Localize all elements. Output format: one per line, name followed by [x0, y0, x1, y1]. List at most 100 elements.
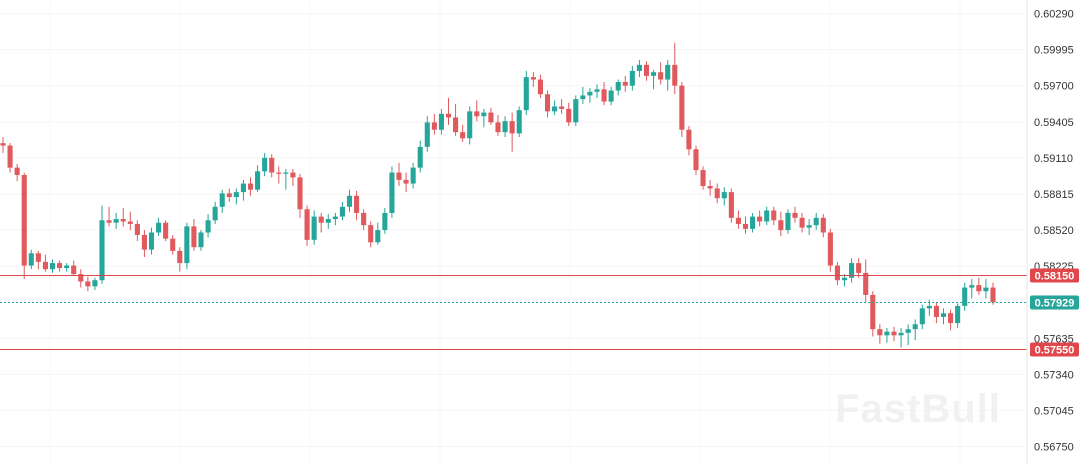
candle-body-40 [283, 172, 289, 174]
price-level-badge-1 [1030, 295, 1079, 310]
candle-body-113 [799, 217, 805, 228]
candle-body-131 [926, 305, 932, 309]
candle-body-42 [297, 177, 303, 210]
candle-body-96 [679, 85, 685, 130]
candle-body-27 [191, 226, 197, 248]
candle-body-129 [912, 324, 918, 330]
candle-body-10 [71, 265, 77, 275]
price-levels [0, 275, 1027, 350]
candle-body-1 [7, 145, 13, 168]
candle-body-30 [212, 206, 218, 221]
price-level-badge-label-1: 0.57929 [1035, 298, 1075, 310]
candle-body-39 [276, 172, 282, 174]
candle-body-52 [368, 225, 374, 243]
candle-body-24 [170, 238, 176, 251]
price-level-badges: 0.58150 0.57929 0.57550 [1030, 268, 1079, 357]
candle-body-63 [445, 113, 452, 118]
candle-body-53 [375, 230, 381, 243]
candle-body-106 [750, 216, 756, 229]
candle-body-112 [792, 212, 798, 218]
candle-body-127 [898, 332, 904, 336]
candle-body-55 [389, 172, 395, 213]
candle-body-35 [247, 183, 254, 190]
watermark: FastBull [835, 387, 1001, 431]
candle-body-29 [205, 220, 211, 233]
candle-body-71 [502, 121, 508, 133]
candle-body-9 [64, 265, 70, 268]
candle-body-91 [643, 64, 650, 76]
candle-body-67 [474, 111, 480, 117]
candle-body-93 [658, 72, 664, 80]
candle-body-121 [856, 263, 862, 273]
candle-body-37 [262, 157, 268, 172]
candle-body-59 [417, 146, 423, 168]
candle-body-44 [311, 216, 317, 240]
candle-body-4 [28, 253, 34, 266]
y-tick-label-11: 0.56750 [1034, 442, 1074, 454]
candle-body-118 [834, 265, 840, 281]
candle-body-33 [233, 192, 239, 198]
candle-body-82 [580, 95, 586, 100]
candle-body-87 [615, 81, 621, 91]
candle-body-130 [919, 308, 925, 325]
candle-body-108 [764, 210, 770, 222]
candle-body-47 [332, 216, 338, 220]
candle-body-48 [339, 206, 345, 217]
candle-body-117 [827, 232, 833, 266]
y-tick-label-3: 0.59405 [1034, 117, 1074, 129]
candles [0, 42, 996, 348]
candle-body-122 [863, 272, 869, 295]
candle-body-61 [431, 122, 437, 130]
candle-body-102 [721, 192, 727, 199]
candle-body-81 [573, 99, 579, 123]
y-tick-label-5: 0.58815 [1034, 189, 1074, 201]
candle-body-70 [495, 122, 501, 133]
price-level-badge-label-0: 0.58150 [1035, 271, 1075, 283]
candle-body-5 [35, 253, 41, 262]
candle-body-126 [891, 331, 897, 336]
candle-body-94 [665, 64, 671, 80]
candle-body-128 [905, 329, 911, 333]
candle-body-132 [933, 305, 939, 317]
candle-body-2 [14, 167, 20, 175]
candle-body-101 [714, 188, 720, 199]
y-tick-label-9: 0.57340 [1034, 369, 1074, 381]
candle-body-66 [467, 111, 473, 139]
chart-gridlines [0, 0, 1027, 465]
watermark-text: FastBull [835, 387, 1001, 431]
candle-body-73 [516, 110, 522, 134]
candle-body-54 [382, 212, 388, 231]
candle-body-98 [693, 149, 699, 171]
candle-body-69 [488, 112, 494, 123]
candle-body-0 [0, 143, 6, 146]
candle-body-12 [85, 281, 91, 287]
candle-body-92 [651, 72, 657, 76]
candle-body-49 [346, 195, 353, 207]
candle-body-120 [849, 263, 855, 278]
y-tick-label-1: 0.59995 [1034, 45, 1074, 57]
candle-body-76 [537, 79, 543, 95]
candle-body-36 [255, 171, 261, 190]
candle-body-22 [156, 222, 162, 233]
candle-body-97 [686, 129, 692, 150]
candle-body-11 [78, 274, 84, 282]
candle-body-62 [438, 113, 444, 130]
candle-body-104 [735, 217, 741, 224]
candle-body-38 [269, 157, 275, 173]
candle-body-116 [820, 217, 826, 233]
candle-body-115 [813, 217, 819, 226]
candle-body-3 [21, 174, 27, 266]
candle-body-58 [410, 167, 416, 184]
candle-body-18 [127, 221, 133, 224]
candle-body-64 [453, 117, 459, 133]
candle-body-77 [544, 94, 551, 112]
candle-body-107 [757, 216, 763, 222]
candle-body-51 [361, 212, 367, 226]
candle-body-34 [240, 183, 246, 193]
candle-body-89 [629, 70, 635, 86]
candle-body-133 [940, 313, 947, 317]
candle-body-28 [198, 232, 204, 248]
candle-body-6 [42, 261, 48, 270]
candle-body-25 [177, 250, 183, 264]
candle-body-15 [106, 220, 112, 223]
